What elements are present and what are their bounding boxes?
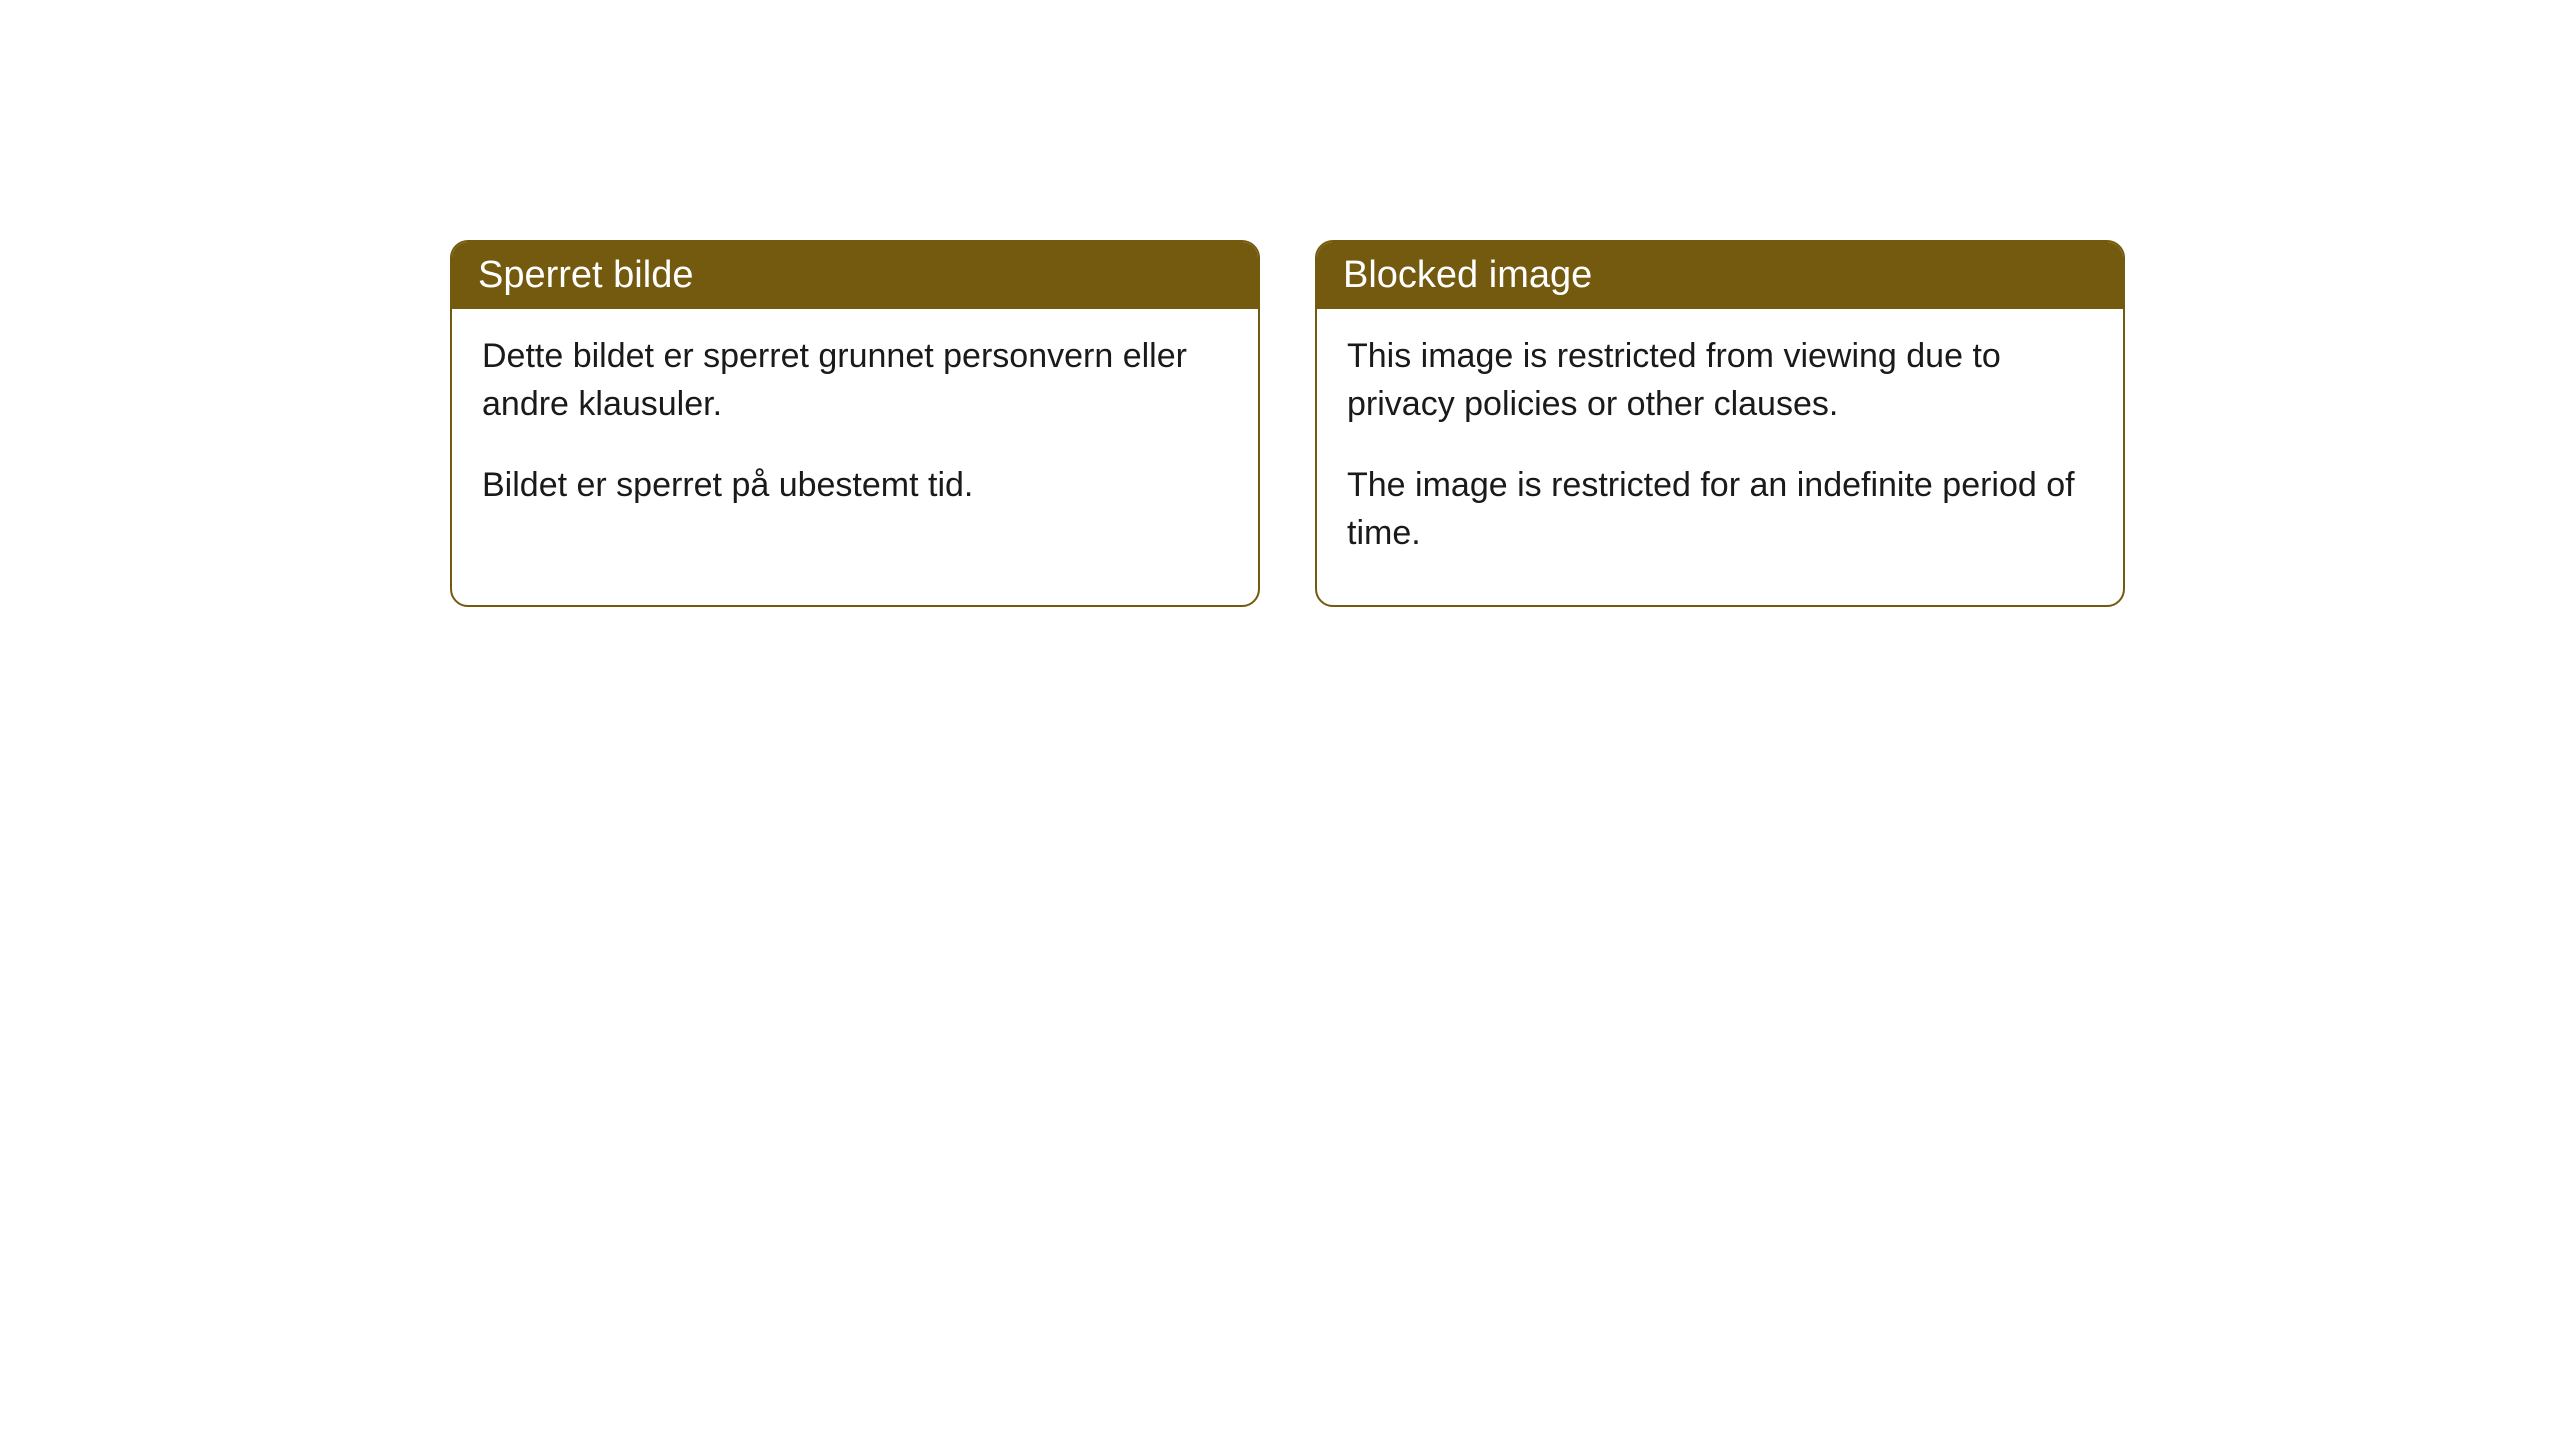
notice-text-line1-norwegian: Dette bildet er sperret grunnet personve… — [482, 333, 1228, 428]
notice-body-norwegian: Dette bildet er sperret grunnet personve… — [452, 309, 1258, 558]
notice-body-english: This image is restricted from viewing du… — [1317, 309, 2123, 605]
notice-card-english: Blocked image This image is restricted f… — [1315, 240, 2125, 607]
notice-text-line2-english: The image is restricted for an indefinit… — [1347, 462, 2093, 557]
notice-container: Sperret bilde Dette bildet er sperret gr… — [450, 240, 2125, 607]
notice-card-norwegian: Sperret bilde Dette bildet er sperret gr… — [450, 240, 1260, 607]
notice-header-norwegian: Sperret bilde — [452, 242, 1258, 309]
notice-text-line2-norwegian: Bildet er sperret på ubestemt tid. — [482, 462, 1228, 510]
notice-header-english: Blocked image — [1317, 242, 2123, 309]
notice-text-line1-english: This image is restricted from viewing du… — [1347, 333, 2093, 428]
